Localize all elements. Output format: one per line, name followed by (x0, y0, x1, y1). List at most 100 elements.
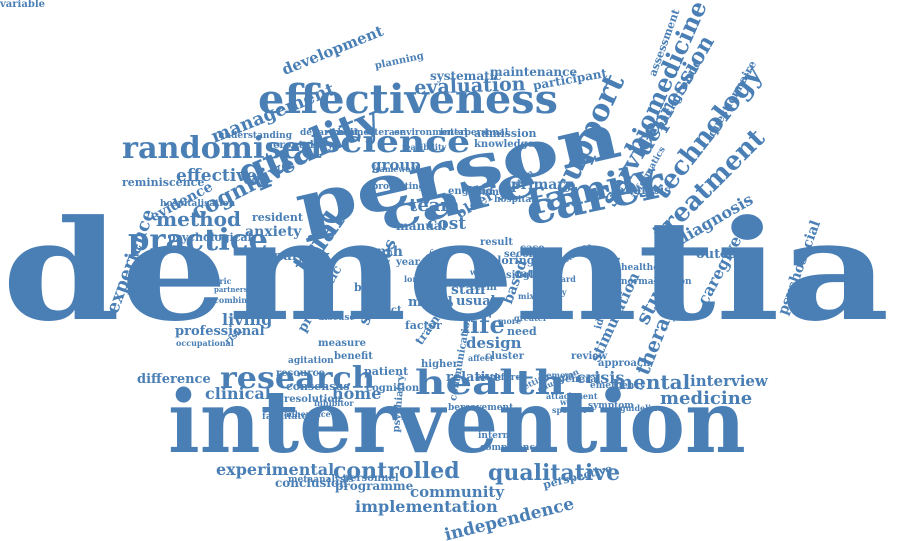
cloud-word: factor (405, 319, 442, 332)
cloud-word: memory (538, 370, 575, 380)
cloud-word: randomised (122, 131, 322, 166)
cloud-word: higher (421, 359, 458, 370)
cloud-word: case (520, 243, 545, 254)
cloud-word: review (571, 351, 608, 362)
cloud-word: planning (373, 50, 425, 72)
cloud-word: cluster (485, 351, 525, 362)
cloud-word: interpersonal (440, 128, 509, 138)
cloud-word: usual (456, 294, 496, 309)
cloud-word: promoting (372, 182, 425, 192)
cloud-word: human (474, 187, 513, 198)
cloud-word: effective (176, 166, 257, 186)
cloud-word: emergency (590, 381, 645, 391)
cloud-word: framework (372, 164, 421, 174)
cloud-word: cognition (366, 383, 420, 394)
cloud-word: team (409, 195, 460, 216)
cloud-word: research (220, 361, 375, 396)
cloud-word: term (470, 282, 497, 293)
cloud-word: guideline (620, 403, 663, 413)
cloud-word: crisis (576, 368, 625, 387)
cloud-word: approach (598, 358, 651, 369)
cloud-word: month (352, 244, 403, 260)
cloud-word: experimental (216, 460, 335, 479)
cloud-word: best (354, 281, 380, 294)
cloud-word: implementation (355, 497, 498, 516)
cloud-word: general (558, 374, 601, 385)
cloud-word: combination (214, 295, 271, 305)
cloud-word: resolution (284, 394, 342, 405)
cloud-word: mixed (518, 291, 545, 301)
cloud-word: healthcare (621, 263, 675, 273)
cloud-word: rating (516, 269, 551, 280)
cloud-word: internal (478, 431, 519, 441)
cloud-word: life (461, 310, 505, 339)
cloud-word: science (320, 125, 471, 160)
cloud-word: england (448, 186, 494, 197)
cloud-word: conclusion (275, 476, 348, 490)
cloud-word: cholinesterase (332, 128, 406, 138)
cloud-word: work (470, 267, 492, 277)
cloud-word: mental (612, 370, 691, 394)
cloud-word: disease (318, 313, 356, 323)
cloud-word: workforce (476, 373, 527, 383)
cloud-word: occupational (176, 338, 234, 348)
cloud-word: professional (175, 324, 265, 339)
cloud-word: understanding (218, 131, 292, 141)
cloud-word: psychiatric (182, 276, 232, 286)
cloud-word: safety (540, 287, 567, 297)
cloud-word: resident (252, 211, 303, 224)
cloud-word: intervention (168, 372, 746, 473)
cloud-word: environmental (394, 128, 468, 138)
cloud-word: sponsor (552, 405, 588, 415)
cloud-word: variable (0, 0, 45, 10)
cloud-word: psychological (168, 231, 252, 244)
cloud-word: effect (370, 305, 402, 316)
cloud-word: long (404, 274, 424, 284)
cloud-word: living (222, 310, 273, 329)
cloud-word: design (466, 334, 522, 352)
cloud-word: health (415, 363, 565, 403)
cloud-word: anxiety (245, 224, 302, 240)
cloud-word: bereavement (448, 403, 514, 413)
cloud-word: qualitative (488, 460, 621, 486)
cloud-word: practice (128, 223, 268, 258)
cloud-word: inhibitor (314, 398, 354, 408)
cloud-word: maintenance (490, 65, 578, 79)
cloud-word: gerontology (266, 140, 334, 151)
cloud-word: attachment (546, 391, 598, 401)
cloud-word: single (506, 270, 540, 281)
cloud-word: result (480, 237, 513, 248)
cloud-word: programme (335, 479, 414, 493)
cloud-word: competence (480, 443, 541, 453)
cloud-word: controlled (333, 458, 460, 484)
cloud-word: measure (318, 338, 366, 349)
cloud-word: interview (690, 372, 768, 390)
cloud-word: difference (137, 372, 211, 387)
cloud-word: relative (446, 370, 502, 385)
cloud-word: adherence (284, 409, 331, 419)
cloud-word: exploring (476, 254, 535, 267)
cloud-word: facilitator (262, 412, 313, 422)
cloud-word: standard (536, 274, 576, 284)
cloud-word: medicine (660, 388, 753, 409)
cloud-word: nursing (273, 249, 330, 264)
cloud-word: benefit (334, 351, 373, 362)
cloud-word: metaanalysis (288, 475, 354, 485)
cloud-word: hospital (494, 195, 535, 205)
cloud-word: admission (474, 127, 537, 140)
cloud-word: partners (214, 285, 248, 294)
cloud-word: personnel (343, 473, 399, 484)
cloud-word: resource (276, 368, 325, 379)
cloud-word: normalisation (621, 277, 692, 287)
cloud-word: dementia (2, 189, 890, 352)
cloud-word: manual (396, 219, 447, 233)
cloud-word: outcome (696, 247, 759, 262)
cloud-word: hospitalisation (160, 199, 236, 209)
cloud-word: staff (451, 282, 486, 298)
cloud-word: primary (511, 177, 573, 193)
cloud-word: symptom (588, 401, 634, 411)
cloud-word: secondary (504, 249, 561, 260)
cloud-word: clinical (205, 384, 271, 403)
cloud-word: year (396, 257, 420, 268)
cloud-word: community (410, 483, 505, 501)
